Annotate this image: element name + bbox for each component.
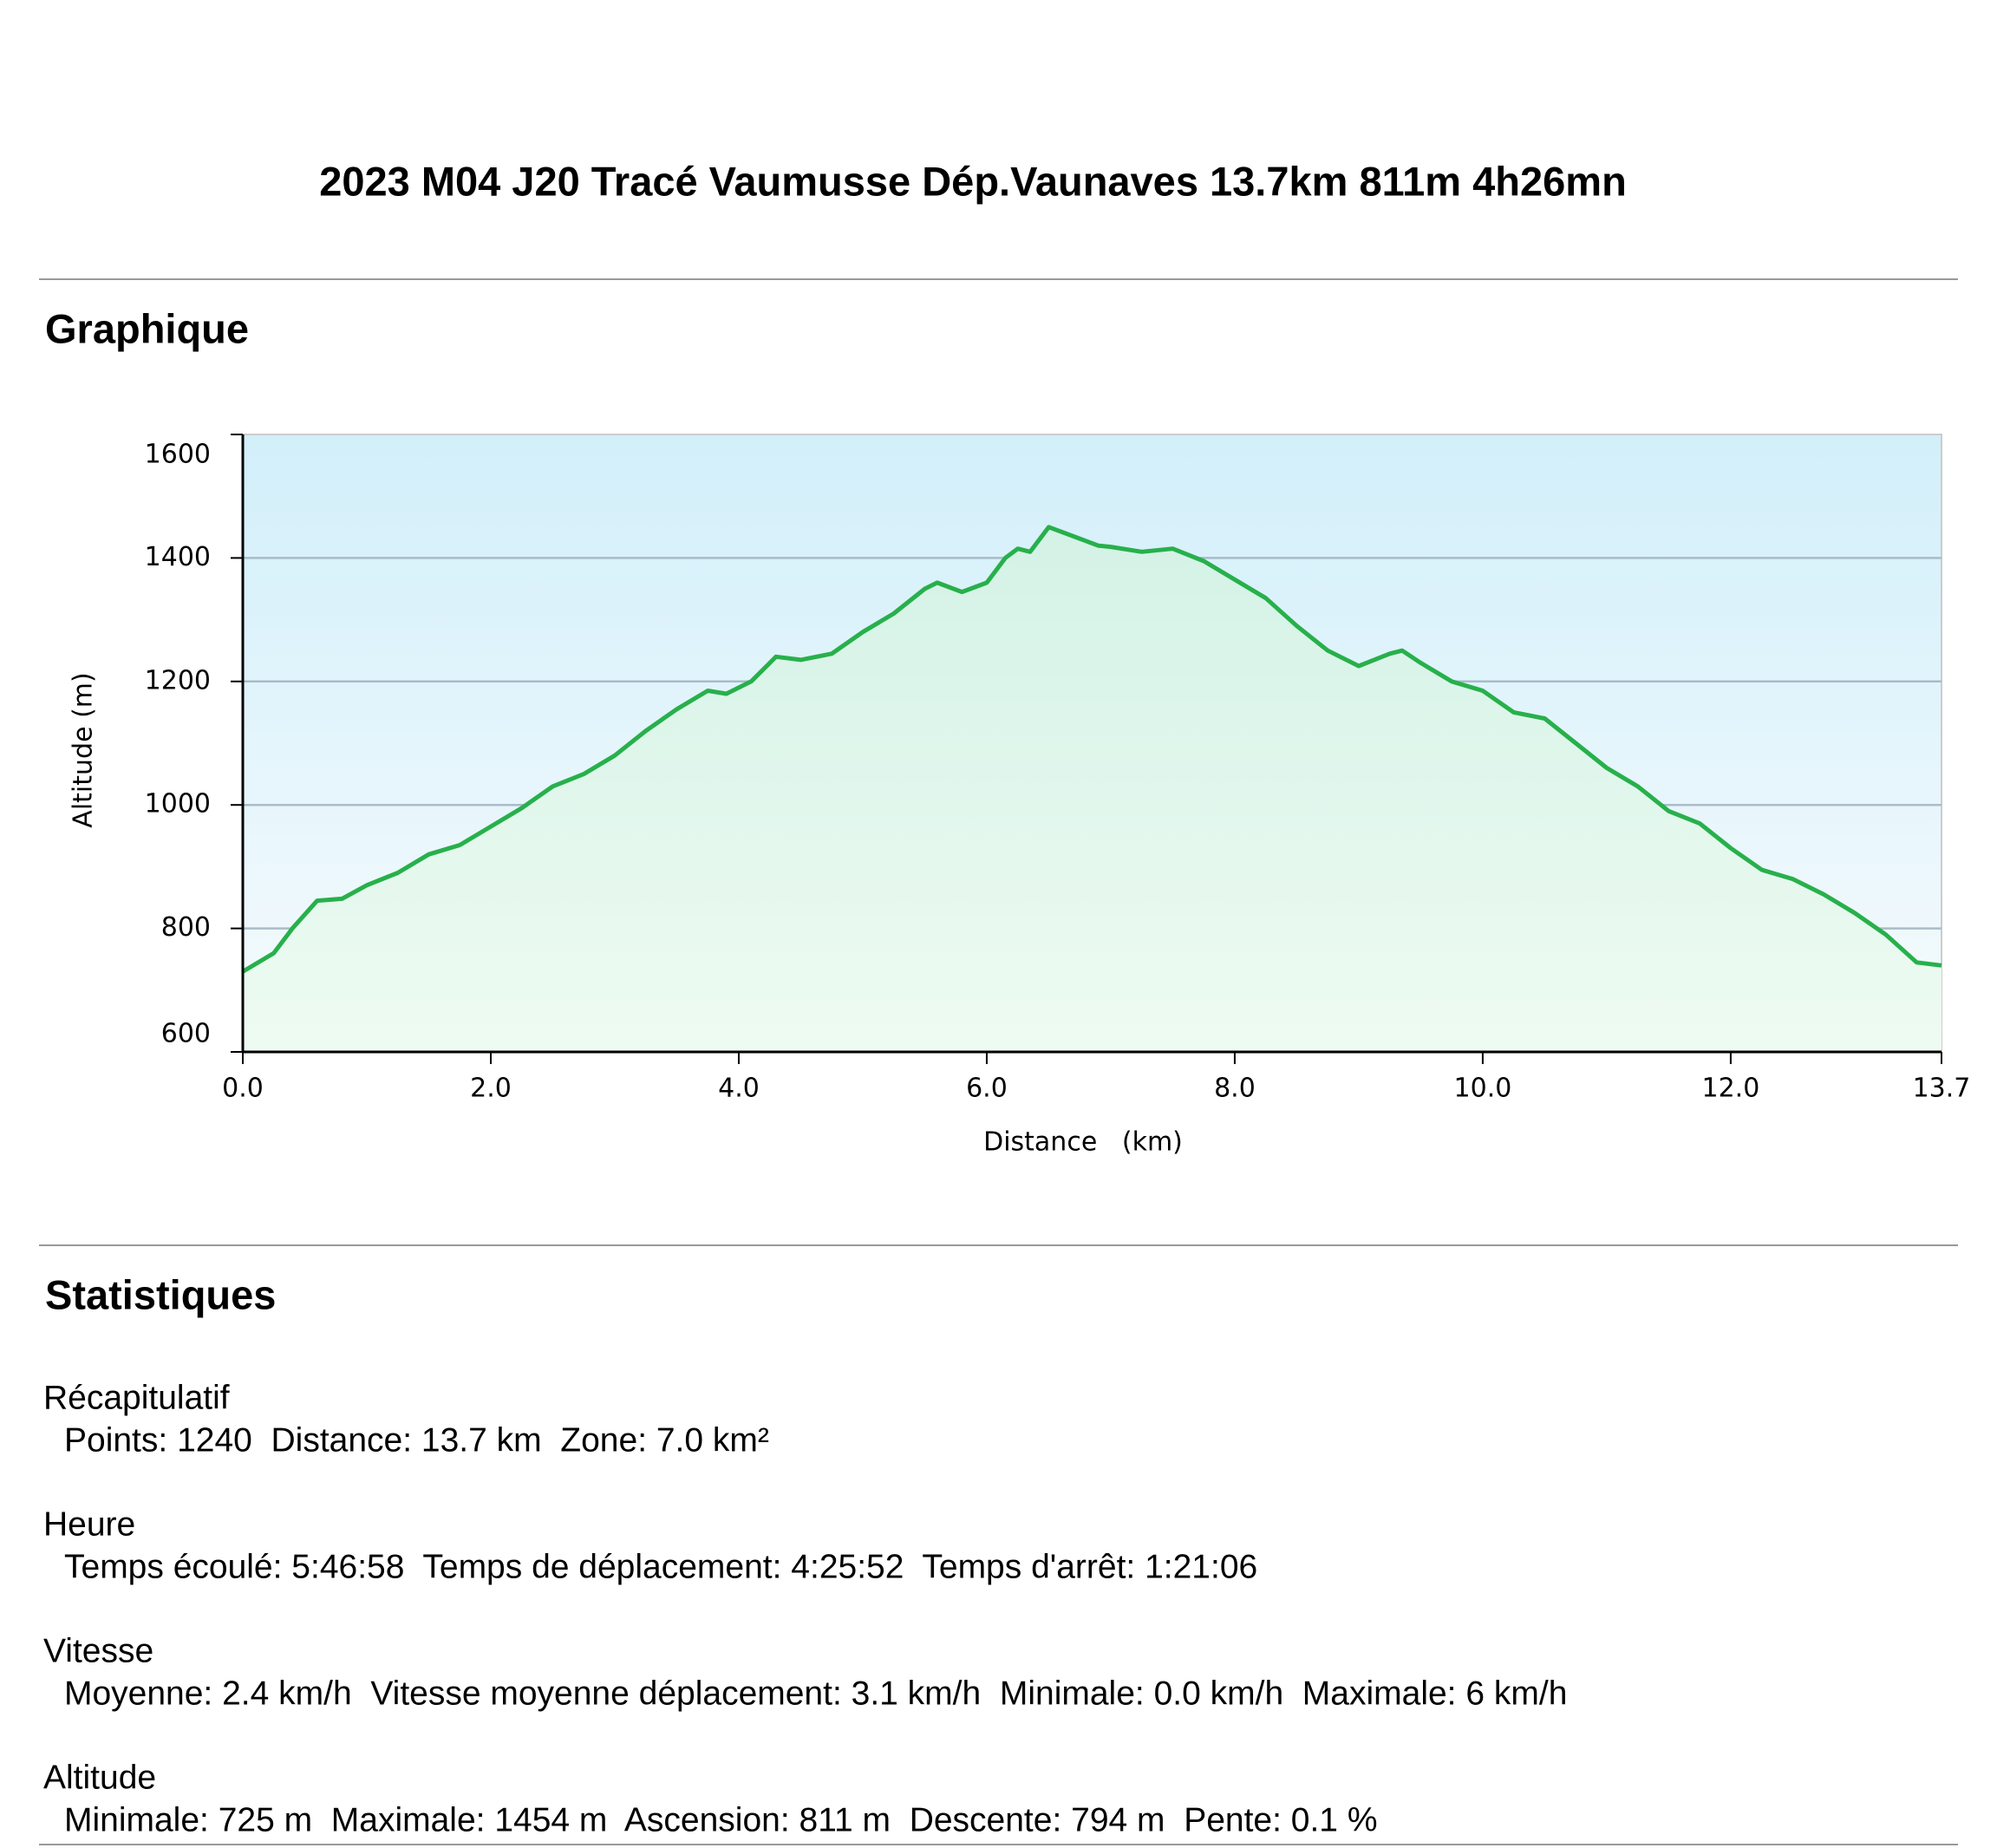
stat-line: Points: 1240 Distance: 13.7 km Zone: 7.0… — [64, 1421, 769, 1459]
page-title: 2023 M04 J20 Tracé Vaumusse Dép.Vaunaves… — [319, 158, 1627, 204]
stat-group-title: Heure — [43, 1505, 135, 1543]
y-tick-label: 600 — [161, 1019, 211, 1049]
x-tick-label: 0.0 — [222, 1074, 264, 1104]
stat-group-title: Récapitulatif — [43, 1379, 230, 1416]
profile-line — [241, 525, 1942, 974]
y-tick-label: 1400 — [145, 542, 211, 572]
x-axis-label: Distance (km) — [983, 1127, 1183, 1158]
chart: 600 800 1000 1200 1400 1600 0.0 2.0 4.0 6.0 8.0 10.… — [69, 434, 1971, 1158]
stat-line: Moyenne: 2.4 km/h Vitesse moyenne déplac… — [64, 1675, 1567, 1712]
x-tick-label: 8.0 — [1214, 1074, 1256, 1104]
x-tick-label: 4.0 — [718, 1074, 760, 1104]
x-tick-label: 13.7 — [1913, 1074, 1971, 1104]
y-tick-label: 1000 — [145, 789, 211, 820]
stat-group-title: Altitude — [43, 1759, 156, 1796]
section-heading: Graphique — [45, 305, 249, 351]
stats: Récapitulatif Points: 1240 Distance: 13.7… — [43, 1379, 1567, 1838]
section-heading: Statistiques — [45, 1271, 276, 1317]
y-tick-label: 1600 — [145, 440, 211, 470]
area-fill — [243, 526, 1942, 1052]
x-tick-label: 10.0 — [1454, 1074, 1512, 1104]
x-tick-label: 6.0 — [966, 1074, 1008, 1104]
stat-line: Temps écoulé: 5:46:58 Temps de déplaceme… — [64, 1548, 1257, 1585]
y-tick-label: 800 — [161, 912, 211, 943]
x-tick-label: 2.0 — [470, 1074, 512, 1104]
y-axis-label: Altitude (m) — [69, 672, 99, 827]
stat-line: Minimale: 725 m Maximale: 1454 m Ascensi… — [64, 1801, 1378, 1838]
y-tick-label: 1200 — [145, 665, 211, 695]
stat-group-title: Vitesse — [43, 1632, 153, 1669]
x-tick-label: 12.0 — [1702, 1074, 1760, 1104]
